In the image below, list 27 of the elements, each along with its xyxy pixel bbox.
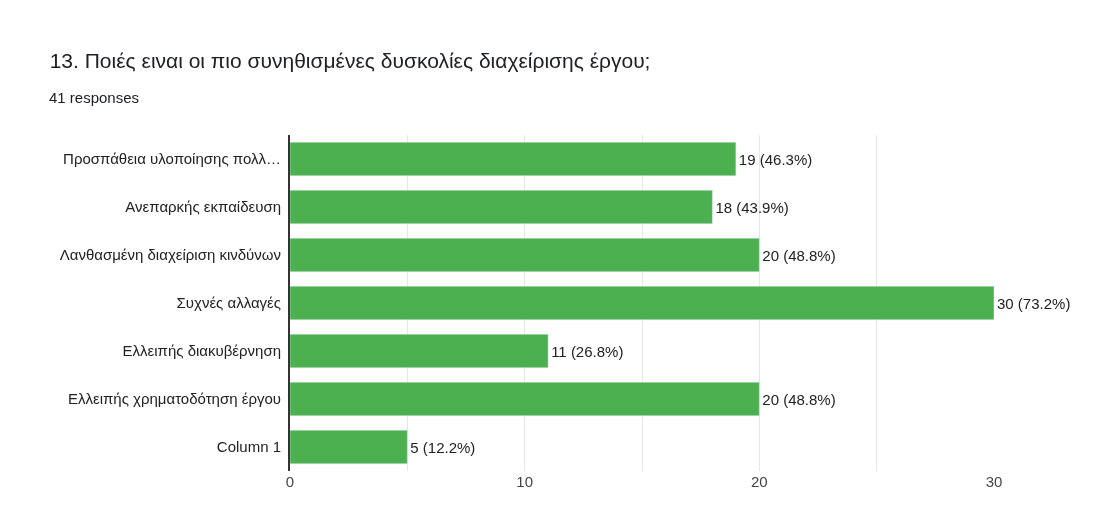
bar [290,285,994,321]
bar [290,189,713,225]
data-label: 20 (48.8%) [762,246,836,264]
bar [290,237,760,273]
y-tick-label: Ελλειπής διακυβέρνηση [122,342,281,360]
bar [290,333,549,369]
x-tick-label: 0 [285,473,295,490]
data-label: 19 (46.3%) [738,150,813,168]
y-tick-label: Column 1 [216,438,281,456]
y-tick-label: Προσπάθεια υλοποίησης πολλ… [63,150,281,168]
bar [290,381,760,417]
x-tick-label: 30 [985,473,1003,490]
data-label: 18 (43.9%) [715,198,789,216]
y-tick-label: Συχνές αλλαγές [176,294,281,312]
data-label: 11 (26.8%) [551,342,624,360]
bar [290,141,737,177]
data-label: 20 (48.8%) [762,390,836,408]
chart-title: 13. Ποιές ειναι οι πιο συνηθισμένες δυσκολίες διαχείρισης έργου; [49,48,651,72]
y-tick-label: Ανεπαρκής εκπαίδευση [125,198,281,216]
text: 41 responses [49,89,140,106]
data-label: 5 (12.2%) [410,438,476,456]
x-tick-label: 10 [516,473,534,490]
y-tick-label: Ελλειπής χρηματοδότηση έργου [67,390,281,408]
data-label: 30 (73.2%) [997,294,1071,312]
x-tick-label: 20 [750,473,768,490]
y-tick-label: Λανθασμένη διαχείριση κινδύνων [59,246,281,264]
bar [290,429,408,465]
